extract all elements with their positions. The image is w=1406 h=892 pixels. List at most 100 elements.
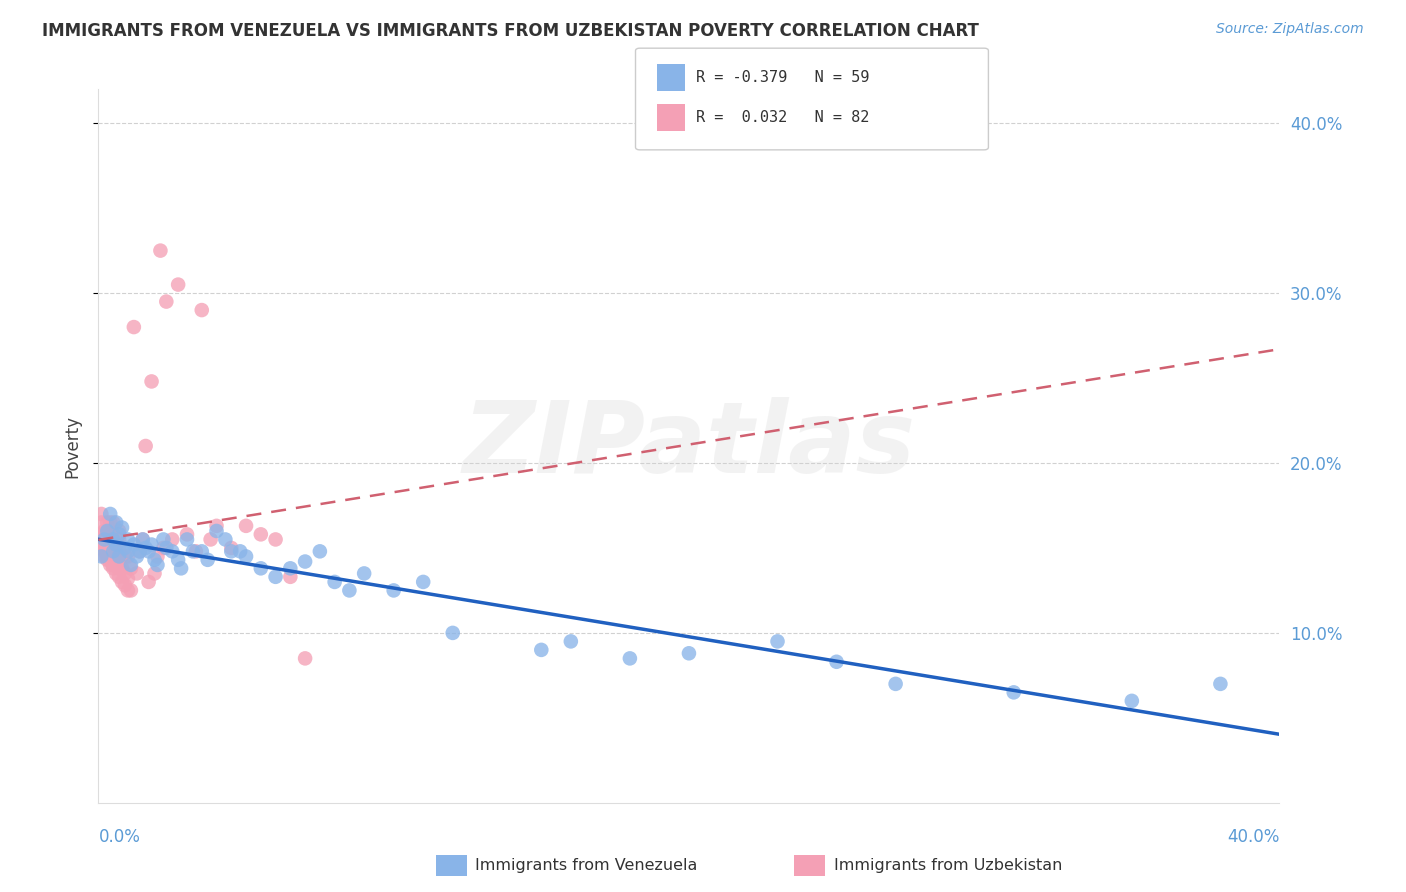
- Point: [111, 520, 134, 534]
- Point: [884, 677, 907, 691]
- Point: [619, 651, 641, 665]
- Point: [382, 583, 405, 598]
- Point: [96, 533, 118, 547]
- Point: [98, 549, 121, 564]
- Point: [278, 570, 302, 584]
- Point: [155, 541, 177, 555]
- Point: [98, 544, 121, 558]
- Point: [108, 561, 131, 575]
- Point: [125, 549, 148, 564]
- Point: [122, 537, 145, 551]
- Point: [98, 553, 121, 567]
- Point: [181, 544, 204, 558]
- Point: [108, 524, 131, 538]
- Point: [135, 439, 157, 453]
- Point: [117, 583, 139, 598]
- Point: [111, 549, 134, 564]
- Point: [105, 537, 128, 551]
- Point: [108, 549, 131, 564]
- Point: [191, 544, 214, 558]
- Point: [339, 583, 360, 598]
- Point: [205, 519, 228, 533]
- Text: R = -0.379   N = 59: R = -0.379 N = 59: [696, 70, 869, 85]
- Point: [103, 533, 125, 547]
- Point: [96, 524, 118, 538]
- Point: [117, 549, 139, 564]
- Point: [111, 574, 134, 589]
- Point: [98, 558, 121, 572]
- Point: [103, 561, 125, 575]
- Point: [235, 519, 257, 533]
- Point: [309, 544, 332, 558]
- Point: [96, 544, 118, 558]
- Point: [191, 303, 214, 318]
- Point: [96, 541, 118, 555]
- Point: [98, 507, 121, 521]
- Point: [229, 544, 252, 558]
- Point: [98, 516, 121, 530]
- Text: 0.0%: 0.0%: [98, 828, 141, 846]
- Point: [219, 541, 242, 555]
- Point: [278, 561, 302, 575]
- Point: [294, 555, 316, 569]
- Point: [560, 634, 582, 648]
- Point: [105, 516, 128, 530]
- Point: [117, 572, 139, 586]
- Point: [117, 544, 139, 558]
- Point: [205, 524, 228, 538]
- Point: [103, 544, 125, 558]
- Point: [176, 533, 198, 547]
- Point: [103, 541, 125, 555]
- Point: [90, 507, 112, 521]
- Point: [103, 553, 125, 567]
- Point: [96, 527, 118, 541]
- Point: [98, 541, 121, 555]
- Point: [176, 527, 198, 541]
- Text: IMMIGRANTS FROM VENEZUELA VS IMMIGRANTS FROM UZBEKISTAN POVERTY CORRELATION CHAR: IMMIGRANTS FROM VENEZUELA VS IMMIGRANTS …: [42, 22, 979, 40]
- Point: [250, 527, 273, 541]
- Point: [120, 583, 142, 598]
- Point: [103, 544, 125, 558]
- Point: [90, 549, 112, 564]
- Point: [114, 578, 136, 592]
- Point: [264, 533, 287, 547]
- Point: [766, 634, 789, 648]
- Point: [146, 549, 169, 564]
- Point: [138, 544, 160, 558]
- Point: [93, 537, 115, 551]
- Point: [143, 553, 166, 567]
- Point: [155, 294, 177, 309]
- Point: [152, 533, 174, 547]
- Text: 40.0%: 40.0%: [1227, 828, 1279, 846]
- Point: [132, 533, 155, 547]
- Point: [1002, 685, 1025, 699]
- Point: [93, 524, 115, 538]
- Point: [235, 549, 257, 564]
- Point: [93, 533, 115, 547]
- Point: [143, 566, 166, 581]
- Point: [90, 516, 112, 530]
- Point: [108, 527, 131, 541]
- Point: [162, 544, 183, 558]
- Point: [105, 533, 128, 547]
- Text: R =  0.032   N = 82: R = 0.032 N = 82: [696, 111, 869, 125]
- Point: [90, 541, 112, 555]
- Point: [294, 651, 316, 665]
- Point: [167, 277, 190, 292]
- Point: [167, 553, 190, 567]
- Point: [108, 541, 131, 555]
- Point: [197, 553, 219, 567]
- Point: [122, 320, 145, 334]
- Text: Source: ZipAtlas.com: Source: ZipAtlas.com: [1216, 22, 1364, 37]
- Point: [219, 544, 242, 558]
- Point: [105, 558, 128, 572]
- Text: Immigrants from Venezuela: Immigrants from Venezuela: [475, 858, 697, 872]
- Point: [96, 553, 118, 567]
- Point: [96, 549, 118, 564]
- Point: [1121, 694, 1143, 708]
- Point: [90, 533, 112, 547]
- Point: [98, 533, 121, 547]
- Point: [149, 244, 172, 258]
- Point: [141, 375, 163, 389]
- Point: [214, 533, 236, 547]
